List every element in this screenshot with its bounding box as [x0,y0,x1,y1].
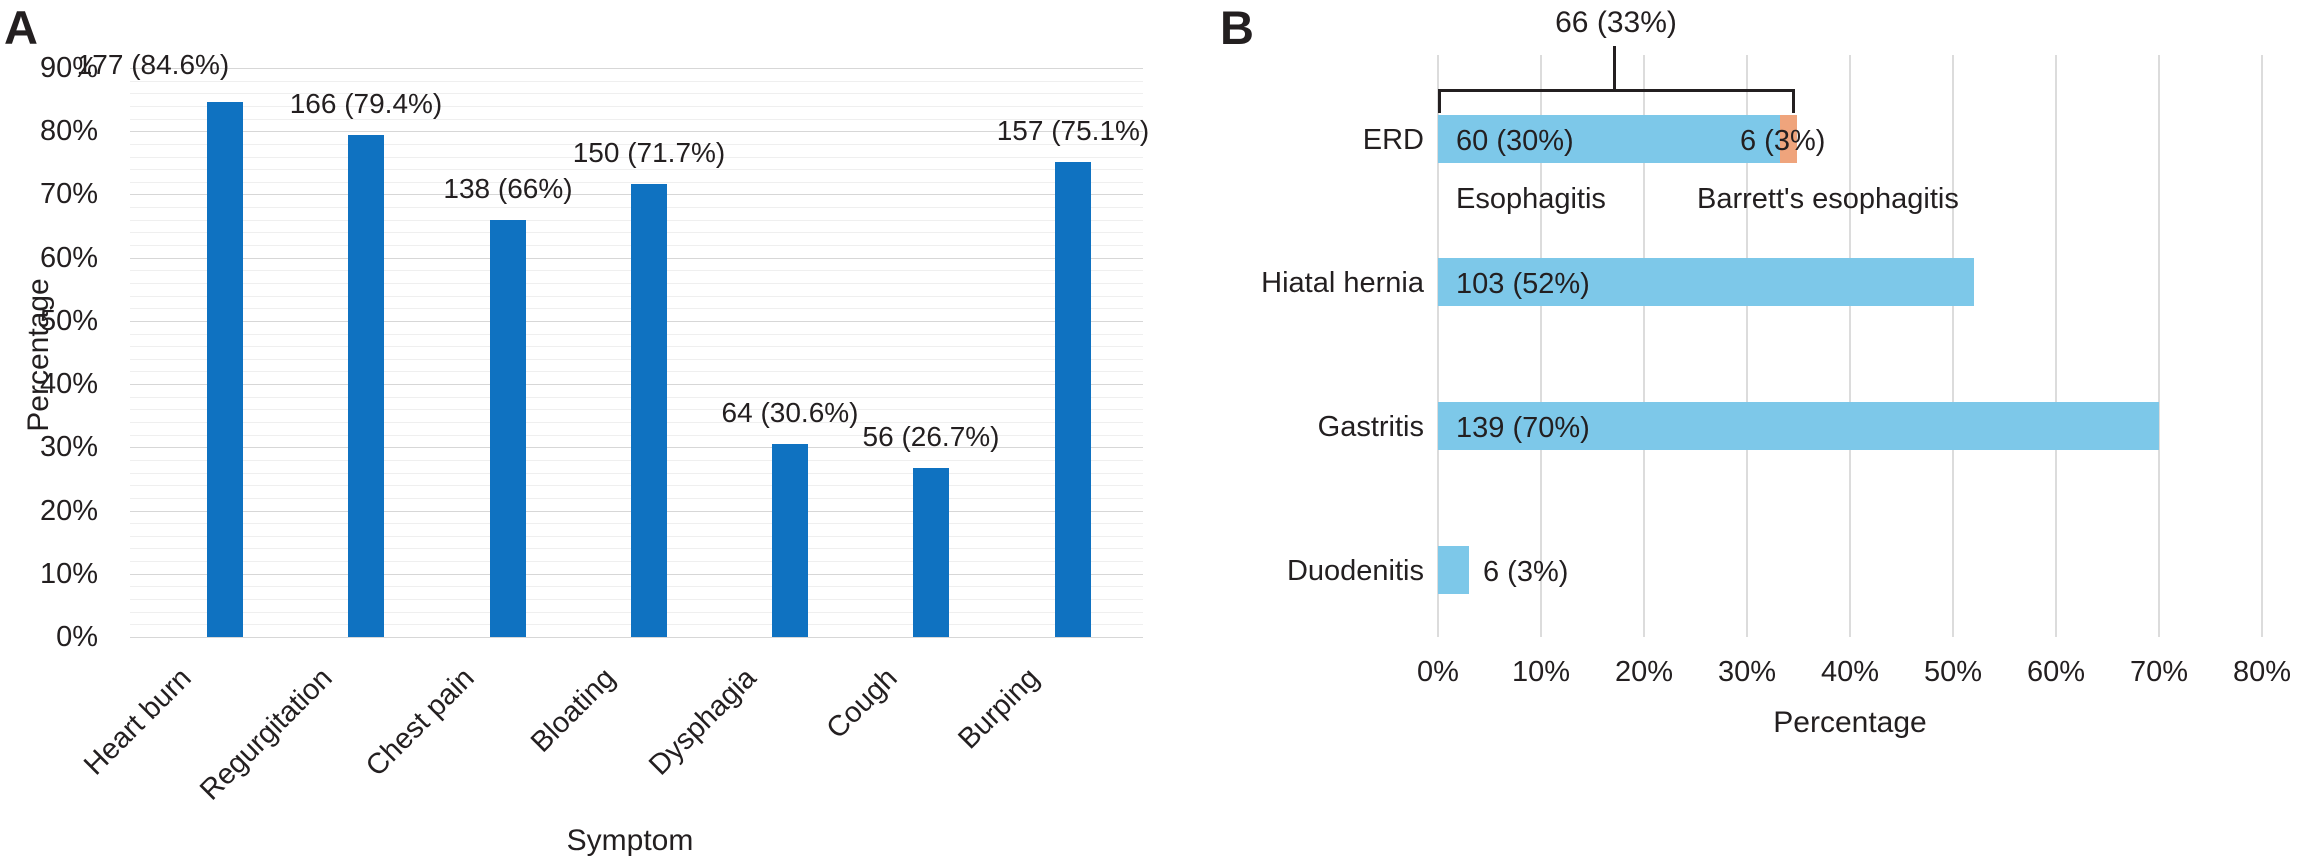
bar-segment-esophagitis [1438,115,1780,163]
y-axis-tick-label: 20% [39,495,98,527]
x-axis-tick-label: 40% [1820,656,1880,688]
panel-a-letter: A [4,1,38,54]
panel-b-x-axis-title: Percentage [1773,706,1927,739]
bar-segment-barretts-esophagitis [1780,115,1797,163]
bracket-left-hook [1438,89,1441,113]
x-axis-tick-label: 30% [1717,656,1777,688]
bar-segment-esophagitis [1438,546,1469,594]
category-label-erd: ERD [1362,124,1424,156]
gridline-minor [130,157,1143,158]
gridline-major [130,68,1143,69]
bar-data-label: 166 (79.4%) [289,88,443,119]
gridline-vertical [2158,55,2160,637]
bar-value-label: 103 (52%) [1456,268,1590,300]
bracket-center-tick [1613,46,1616,92]
x-axis-tick-label: 20% [1614,656,1674,688]
gridline-vertical [1746,55,1748,637]
bar-value-label-secondary: 6 (3%) [1740,125,1826,157]
bracket-horizontal-line [1438,89,1795,92]
bracket-total-label: 66 (33%) [1555,6,1677,39]
bar-value-label: 60 (30%) [1456,125,1574,157]
bar-heart-burn [207,102,243,637]
bar-segment-esophagitis [1438,258,1974,306]
y-axis-tick-label: 0% [56,621,98,653]
bar-data-label: 56 (26.7%) [862,421,1000,452]
gridline-major [130,131,1143,132]
y-axis-tick-label: 40% [39,368,98,400]
x-axis-tick-label: 70% [2129,656,2189,688]
bar-bloating [631,184,667,637]
gridline-minor [130,119,1143,120]
gridline-vertical [1437,55,1439,637]
bar-cough [913,468,949,637]
gridline-vertical [1540,55,1542,637]
bar-segment-esophagitis [1438,402,2159,450]
category-label-hiatal-hernia: Hiatal hernia [1261,267,1424,299]
bracket-right-hook [1792,89,1795,113]
bar-data-label: 64 (30.6%) [721,397,859,428]
x-axis-tick-label: 10% [1511,656,1571,688]
gridline-vertical [2055,55,2057,637]
category-label-duodenitis: Duodenitis [1286,555,1424,587]
y-axis-tick-label: 90% [39,52,98,84]
bar-data-label: 177 (84.6%) [76,49,230,80]
panel-b-letter: B [1220,1,1254,54]
panel-a-y-axis-title: Percentage [22,278,55,432]
gridline-vertical [1952,55,1954,637]
y-axis-tick-label: 50% [39,305,98,337]
x-axis-category-label: Burping [952,662,1046,756]
gridline-minor [130,81,1143,82]
bar-regurgitation [348,135,384,637]
bar-chest-pain [490,220,526,637]
category-label-gastritis: Gastritis [1317,411,1424,443]
bar-value-label: 139 (70%) [1456,412,1590,444]
gridline-minor [130,182,1143,183]
bar-dysphagia [772,444,808,637]
x-axis-tick-label: 60% [2026,656,2086,688]
caption-esophagitis: Esophagitis [1456,183,1606,215]
gridline-vertical [1849,55,1851,637]
bar-data-label: 138 (66%) [443,173,573,204]
bar-data-label: 157 (75.1%) [996,115,1150,146]
y-axis-tick-label: 10% [39,558,98,590]
gridline-minor [130,93,1143,94]
gridline-minor [130,106,1143,107]
y-axis-tick-label: 60% [39,242,98,274]
bar-data-label: 150 (71.7%) [572,137,726,168]
bar-burping [1055,162,1091,637]
y-axis-tick-label: 30% [39,431,98,463]
x-axis-tick-label: 0% [1417,656,1459,688]
x-axis-tick-label: 80% [2232,656,2292,688]
gridline-major [130,637,1143,638]
y-axis-tick-label: 70% [39,178,98,210]
gridline-minor [130,144,1143,145]
panel-a-x-axis-title: Symptom [566,824,694,857]
bar-value-label: 6 (3%) [1483,556,1569,588]
x-axis-tick-label: 50% [1923,656,1983,688]
caption-barretts-esophagitis: Barrett's esophagitis [1697,183,1959,215]
gridline-minor [130,169,1143,170]
y-axis-tick-label: 80% [39,115,98,147]
gridline-vertical [1643,55,1645,637]
gridline-vertical [2261,55,2263,637]
